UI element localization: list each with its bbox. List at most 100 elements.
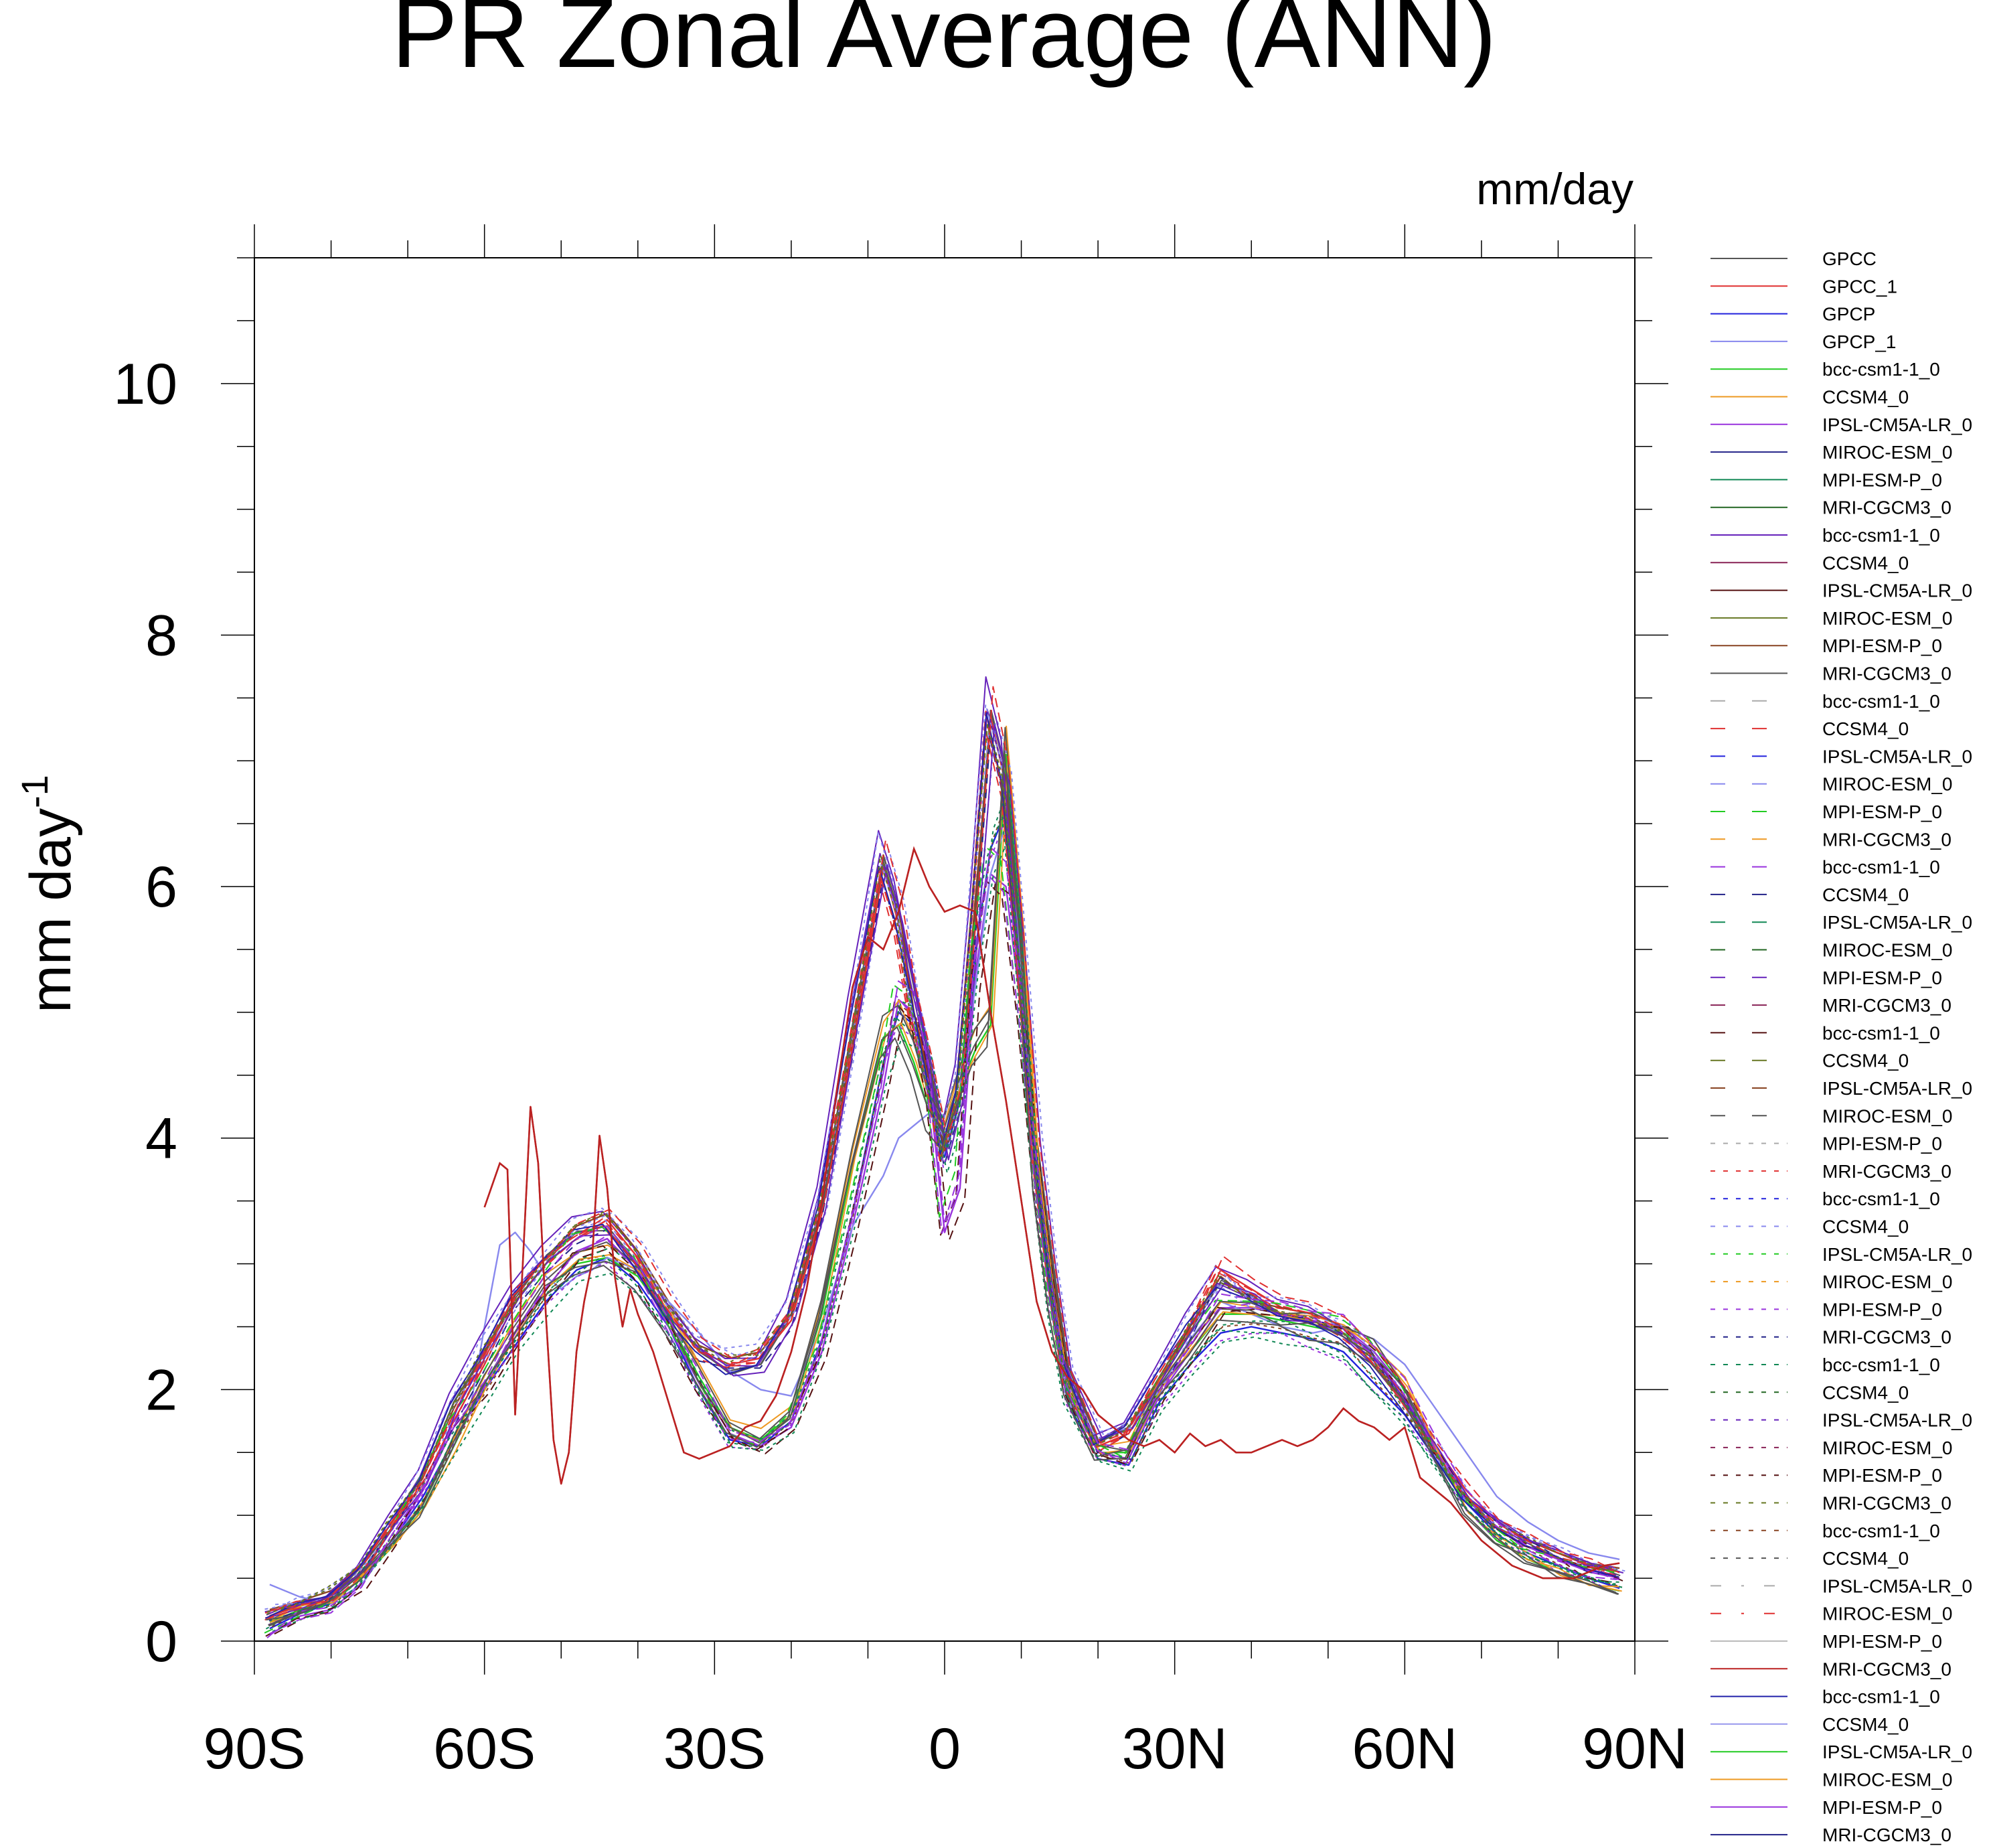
series-line [269,873,1620,1636]
legend-label: bcc-csm1-1_0 [1822,1188,1940,1209]
legend-label: MPI-ESM-P_0 [1822,968,1942,988]
x-tick-label: 0 [929,1717,961,1781]
legend-label: CCSM4_0 [1822,884,1909,905]
y-axis-label: mm day-1 [13,775,83,1013]
legend: GPCC GPCC_1 GPCP GPCP_1 bcc-csm1-1_0 CCSM4_0 I… [1710,248,1972,1845]
series-line [269,822,1620,1604]
legend-label: IPSL-CM5A-LR_0 [1822,1575,1972,1596]
legend-label: MPI-ESM-P_0 [1822,1134,1942,1154]
legend-label: bcc-csm1-1_0 [1822,359,1940,380]
legend-label: IPSL-CM5A-LR_0 [1822,581,1972,601]
legend-label: CCSM4_0 [1822,1051,1909,1071]
legend-label: MPI-ESM-P_0 [1822,1631,1942,1652]
series-line [270,725,1620,1624]
y-tick-label: 0 [145,1610,177,1674]
series-line [266,874,1617,1639]
legend-label: IPSL-CM5A-LR_0 [1822,414,1972,435]
y-tick-label: 6 [145,855,177,919]
legend-label: MRI-CGCM3_0 [1822,497,1952,518]
legend-label: GPCP [1822,304,1875,325]
legend-label: MIROC-ESM_0 [1822,774,1952,795]
legend-label: IPSL-CM5A-LR_0 [1822,912,1972,933]
y-tick-label: 10 [113,352,177,416]
series-line [264,717,1615,1614]
series-line [270,710,1621,1621]
legend-label: bcc-csm1-1_0 [1822,691,1940,712]
legend-label: CCSM4_0 [1822,1714,1909,1735]
series-line [266,778,1616,1621]
x-tick-label: 60S [433,1717,536,1781]
legend-label: bcc-csm1-1_0 [1822,857,1940,878]
x-tick-label: 90N [1582,1717,1688,1781]
series-line [266,724,1617,1615]
legend-label: CCSM4_0 [1822,552,1909,573]
legend-label: IPSL-CM5A-LR_0 [1822,1244,1972,1265]
series-line [265,880,1616,1637]
legend-label: MPI-ESM-P_0 [1822,1797,1942,1818]
legend-label: CCSM4_0 [1822,1217,1909,1237]
legend-label: bcc-csm1-1_0 [1822,1687,1940,1707]
series-line [272,838,1623,1632]
series-line [264,846,1615,1634]
series-line [268,751,1619,1626]
y-tick-label: 8 [145,603,177,668]
legend-label: MRI-CGCM3_0 [1822,1825,1952,1845]
legend-label: MIROC-ESM_0 [1822,1604,1952,1624]
legend-label: bcc-csm1-1_0 [1822,1521,1940,1541]
legend-label: MIROC-ESM_0 [1822,1105,1952,1126]
legend-label: MRI-CGCM3_0 [1822,829,1952,850]
legend-label: MRI-CGCM3_0 [1822,1161,1952,1182]
series-line [264,712,1615,1619]
series-line [273,724,1624,1617]
legend-label: GPCC [1822,248,1877,269]
legend-label: bcc-csm1-1_0 [1822,525,1940,546]
units-label: mm/day [1476,164,1634,214]
legend-label: GPCP_1 [1822,331,1897,352]
legend-label: GPCC_1 [1822,276,1897,297]
y-tick-label: 2 [145,1358,177,1422]
x-tick-label: 90S [203,1717,305,1781]
series-line [275,716,1625,1606]
legend-label: MIROC-ESM_0 [1822,608,1952,629]
legend-label: bcc-csm1-1_0 [1822,1355,1940,1375]
series-line [271,751,1622,1621]
legend-label: MPI-ESM-P_0 [1822,469,1942,490]
legend-label: CCSM4_0 [1822,387,1909,408]
y-tick-label: 4 [145,1107,177,1171]
y-axis-label-main: mm day [19,808,83,1013]
series-line [265,815,1616,1630]
legend-label: bcc-csm1-1_0 [1822,1022,1940,1043]
legend-label: MIROC-ESM_0 [1822,1272,1952,1292]
x-tick-label: 60N [1352,1717,1457,1781]
series-line [272,686,1623,1611]
series-line [268,726,1619,1627]
legend-label: MIROC-ESM_0 [1822,442,1952,463]
legend-label: CCSM4_0 [1822,1382,1909,1403]
legend-label: MIROC-ESM_0 [1822,1438,1952,1458]
y-axis-label-sup: -1 [13,775,56,808]
legend-label: MRI-CGCM3_0 [1822,1493,1952,1514]
series-line [268,738,1619,1622]
legend-label: MPI-ESM-P_0 [1822,1299,1942,1320]
series-layer [264,676,1625,1639]
series-line [274,882,1625,1635]
legend-label: MRI-CGCM3_0 [1822,1327,1952,1348]
legend-label: IPSL-CM5A-LR_0 [1822,746,1972,767]
series-line [269,722,1620,1611]
chart-title: PR Zonal Average (ANN) [392,0,1497,88]
axes: 0 2 4 6 8 10 90S 60S 30S 0 30N 60N 90N [113,224,1688,1781]
x-tick-label: 30S [663,1717,766,1781]
series-line [269,846,1620,1634]
legend-label: MIROC-ESM_0 [1822,940,1952,961]
legend-label: MRI-CGCM3_0 [1822,1659,1952,1679]
legend-label: MPI-ESM-P_0 [1822,801,1942,822]
series-line [265,733,1615,1619]
series-line [269,753,1620,1623]
series-line [264,710,1615,1621]
series-line [272,787,1623,1634]
series-line [264,676,1615,1613]
legend-label: MPI-ESM-P_0 [1822,1465,1942,1486]
legend-label: IPSL-CM5A-LR_0 [1822,1078,1972,1099]
legend-label: MRI-CGCM3_0 [1822,995,1952,1016]
